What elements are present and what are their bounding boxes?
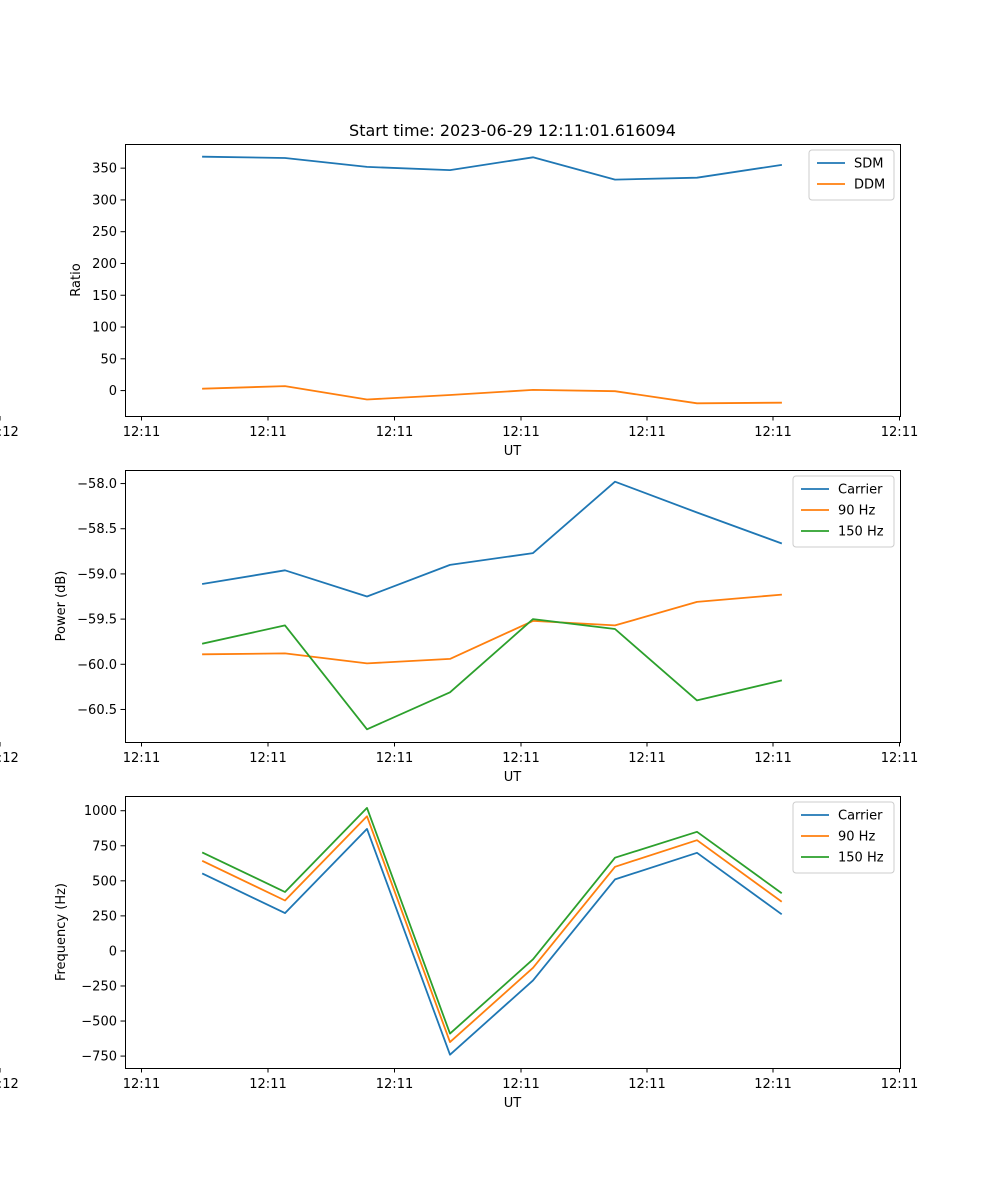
series-group (201, 480, 783, 731)
x-axis-label: UT (504, 1096, 522, 1111)
x-tick-label: 12:11 (754, 1077, 791, 1092)
x-tick-label: 12:11 (249, 1077, 286, 1092)
x-tick-label: 12:11 (376, 751, 413, 766)
legend: SDM DDM (808, 149, 895, 201)
series-line-carrier (201, 480, 783, 598)
axes-frame (125, 144, 901, 417)
y-tick-label: 750 (92, 839, 117, 854)
y-tick-label: −58.0 (77, 477, 117, 492)
series-line-90-hz (202, 593, 782, 665)
x-tick-label: 12:11 (123, 425, 160, 440)
subplots: 12:11 12:11 12:11 12:11 12:11 12:11 12:11 12:12… (0, 144, 918, 1111)
figure-title: Start time: 2023-06-29 12:11:01.616094 (349, 121, 676, 140)
legend-label: 150 Hz (838, 525, 884, 540)
y-tick-label: −60.0 (77, 658, 117, 673)
x-tick-label: 12:11 (881, 751, 918, 766)
series-line-150-hz (201, 807, 783, 1035)
legend-label: Carrier (838, 809, 883, 824)
y-tick-label: 200 (92, 257, 117, 272)
x-tick-label: 12:11 (881, 425, 918, 440)
x-tick-label: 12:11 (123, 1077, 160, 1092)
y-tick-label: 150 (92, 289, 117, 304)
y-tick-label: 350 (92, 162, 117, 177)
legend-label: Carrier (838, 483, 883, 498)
y-tick-label: −250 (81, 979, 117, 994)
x-tick-label: 12:11 (754, 425, 791, 440)
y-tick-label: −59.0 (77, 567, 117, 582)
x-tick-label: 12:11 (628, 425, 665, 440)
y-axis-label: Ratio (69, 263, 84, 296)
y-tick-label: 250 (92, 909, 117, 924)
legend-label: 90 Hz (838, 504, 875, 519)
series-group (201, 807, 783, 1056)
series-line-ddm (202, 385, 782, 405)
axes-frame (125, 796, 901, 1069)
y-tick-label: 100 (92, 321, 117, 336)
legend: Carrier 90 Hz 150 Hz (792, 475, 895, 548)
y-tick-label: −59.5 (77, 613, 117, 628)
legend-label: DDM (854, 178, 885, 193)
subplot-1: 12:11 12:11 12:11 12:11 12:11 12:11 12:11 12:12… (0, 144, 918, 459)
y-tick-label: −750 (81, 1050, 117, 1065)
y-tick-label: 300 (92, 193, 117, 208)
y-tick-label: −60.5 (77, 703, 117, 718)
series-group (202, 155, 783, 405)
x-tick-label: 12:11 (376, 1077, 413, 1092)
x-tick-label: 12:11 (502, 425, 539, 440)
x-tick-label: 12:11 (628, 1077, 665, 1092)
x-tick-label: 12:12 (0, 1077, 19, 1092)
x-tick-label: 12:12 (0, 751, 19, 766)
y-tick-label: 250 (92, 225, 117, 240)
x-tick-label: 12:11 (249, 425, 286, 440)
x-tick-label: 12:12 (0, 425, 19, 440)
x-tick-label: 12:11 (249, 751, 286, 766)
series-line-carrier (201, 828, 783, 1056)
y-tick-label: 1000 (84, 804, 117, 819)
y-tick-label: 0 (109, 384, 117, 399)
x-tick-label: 12:11 (502, 751, 539, 766)
y-tick-label: 50 (100, 352, 117, 367)
x-tick-label: 12:11 (628, 751, 665, 766)
legend: Carrier 90 Hz 150 Hz (792, 801, 895, 874)
legend-label: 150 Hz (838, 851, 884, 866)
axes-frame (125, 470, 901, 743)
y-tick-label: 500 (92, 874, 117, 889)
subplot-3: 12:11 12:11 12:11 12:11 12:11 12:11 12:11 12:12… (0, 796, 918, 1111)
y-axis-label: Frequency (Hz) (54, 883, 69, 981)
legend-box (792, 801, 895, 874)
x-tick-label: 12:11 (123, 751, 160, 766)
y-axis-label: Power (dB) (54, 571, 69, 642)
series-line-sdm (202, 155, 783, 181)
legend-box (792, 475, 895, 548)
series-line-150-hz (201, 618, 783, 731)
x-tick-label: 12:11 (881, 1077, 918, 1092)
x-tick-label: 12:11 (502, 1077, 539, 1092)
x-tick-label: 12:11 (754, 751, 791, 766)
x-axis-label: UT (504, 444, 522, 459)
y-tick-label: −58.5 (77, 522, 117, 537)
y-tick-label: −500 (81, 1015, 117, 1030)
legend-label: 90 Hz (838, 830, 875, 845)
legend-label: SDM (854, 157, 883, 172)
subplot-2: 12:11 12:11 12:11 12:11 12:11 12:11 12:11 12:12… (0, 470, 918, 785)
y-tick-label: 0 (109, 944, 117, 959)
series-line-90-hz (201, 815, 783, 1043)
x-axis-label: UT (504, 770, 522, 785)
x-tick-label: 12:11 (376, 425, 413, 440)
